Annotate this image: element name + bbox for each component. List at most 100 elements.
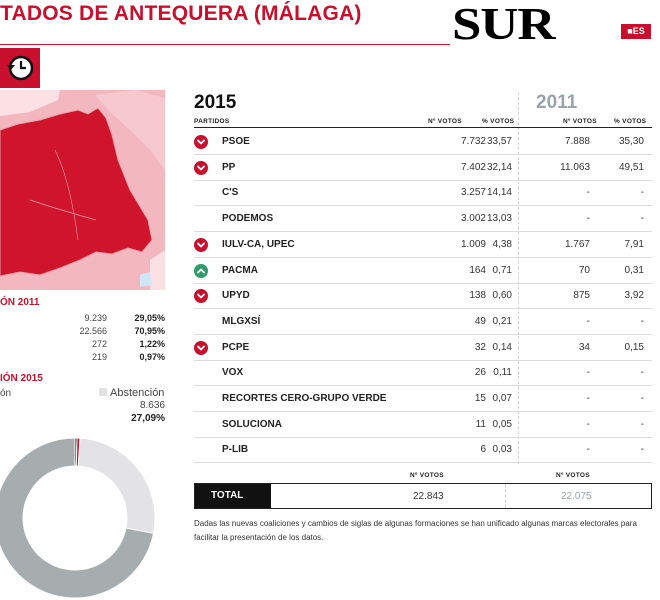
table-row[interactable]: PSOE 7.732 33,57 7.888 35,30 <box>194 129 652 155</box>
votes-2011: 1.767 <box>564 238 590 250</box>
col-header-votes-2011: Nº VOTOS <box>563 118 597 125</box>
header-rule <box>194 127 652 128</box>
votes-2015: 3.002 <box>460 213 486 225</box>
sur-logo[interactable]: SUR <box>452 0 556 49</box>
pct-2011: - <box>640 315 644 327</box>
pct-2011: 3,92 <box>624 290 644 302</box>
party-name: PODEMOS <box>222 213 274 225</box>
total-votes-header-2015: Nº VOTOS <box>410 472 444 479</box>
table-row[interactable]: C'S 3.257 14,14 - - <box>194 180 652 207</box>
legend-abstention: Abstención <box>99 387 164 399</box>
votes-2015: 26 <box>474 367 486 379</box>
stat-pct: 70,95% <box>134 326 165 336</box>
table-row[interactable]: PACMA 164 0,71 70 0,31 <box>194 258 652 284</box>
party-name: SOLUCIONA <box>222 418 282 430</box>
trend-down-icon <box>194 160 208 175</box>
table-row[interactable]: IULV-CA, UPEC 1.009 4,38 1.767 7,91 <box>194 232 652 258</box>
party-name: PCPE <box>222 341 250 353</box>
pct-2011: - <box>640 393 644 404</box>
pct-2015: 33,57 <box>486 136 512 147</box>
abstention-pct: 27,09% <box>131 413 165 424</box>
stat-pct: 0,97% <box>139 352 165 362</box>
abstention-value: 8.636 <box>139 400 165 411</box>
pct-2015: 0,11 <box>493 367 512 379</box>
logo-badge: ■ES <box>621 24 651 39</box>
table-row[interactable]: PP 7.402 32,14 11.063 49,51 <box>194 155 652 181</box>
pct-2011: 0,15 <box>624 341 644 353</box>
trend-down-icon <box>194 340 208 355</box>
pct-2015: 0,07 <box>492 393 512 404</box>
stat-row: 272 1,22% <box>0 339 165 352</box>
stat-row: 22.566 70,95% <box>0 326 165 339</box>
year-2015-heading: 2015 <box>194 92 237 113</box>
table-row[interactable]: MLGXSÍ 49 0,21 - - <box>194 309 652 335</box>
pct-2015: 14,14 <box>486 187 512 199</box>
stat-value: 219 <box>91 352 107 362</box>
party-name: VOX <box>222 367 244 379</box>
table-row[interactable]: VOX 26 0,11 - - <box>194 360 652 387</box>
party-name: MLGXSÍ <box>222 315 261 327</box>
votes-2015: 164 <box>469 264 486 276</box>
pct-2015: 13,03 <box>486 213 512 225</box>
votes-2011: - <box>586 187 590 199</box>
party-name: RECORTES CERO-GRUPO VERDE <box>222 393 387 404</box>
page-title: TADOS DE ANTEQUERA (MÁLAGA) <box>0 2 362 25</box>
votes-2015: 7.402 <box>460 161 486 173</box>
pct-2015: 0,14 <box>492 341 512 353</box>
legend-participation: ón <box>0 388 12 399</box>
votes-2015: 138 <box>469 290 486 302</box>
history-button[interactable] <box>0 48 40 88</box>
trend-down-icon <box>194 289 208 304</box>
trend-down-icon <box>194 237 208 252</box>
table-row[interactable]: P-LIB 6 0,03 - - <box>194 437 652 464</box>
pct-2011: 35,30 <box>618 136 644 147</box>
stat-row: 219 0,97% <box>0 352 165 365</box>
pct-2015: 0,60 <box>492 290 512 302</box>
votes-2015: 7.732 <box>460 136 486 147</box>
total-label: TOTAL <box>195 484 271 508</box>
votes-2011: - <box>586 444 590 456</box>
stat-pct: 1,22% <box>139 339 165 349</box>
votes-2015: 6 <box>480 444 486 456</box>
clock-icon <box>7 55 34 81</box>
total-row: TOTAL 22.843 22.075 <box>194 483 652 509</box>
votes-2011: 7.888 <box>564 136 590 147</box>
votes-2015: 11 <box>475 418 486 430</box>
votes-2011: 34 <box>578 341 590 353</box>
pct-2015: 0,05 <box>492 418 512 430</box>
party-name: PSOE <box>222 136 250 147</box>
table-row[interactable]: PCPE 32 0,14 34 0,15 <box>194 335 652 361</box>
party-name: PP <box>222 161 236 173</box>
legend-swatch <box>99 388 107 396</box>
section-2011-title: ÓN 2011 <box>0 297 40 308</box>
total-votes-header-2011: Nº VOTOS <box>556 472 590 479</box>
stat-row: 9.239 29,05% <box>0 313 165 326</box>
municipality-map <box>0 90 165 290</box>
table-row[interactable]: RECORTES CERO-GRUPO VERDE 15 0,07 - - <box>194 386 652 412</box>
votes-2011: - <box>586 213 590 225</box>
total-votes-2015: 22.843 <box>413 491 444 502</box>
pct-2011: 7,91 <box>624 238 644 250</box>
donut-segment-participation <box>0 437 155 599</box>
stat-value: 22.566 <box>79 326 107 336</box>
votes-2015: 49 <box>474 315 486 327</box>
col-header-party: PARTIDOS <box>194 118 230 125</box>
pct-2011: - <box>640 418 644 430</box>
party-name: IULV-CA, UPEC <box>222 238 295 250</box>
pct-2011: - <box>640 444 644 456</box>
col-header-votes-2015: Nº VOTOS <box>428 118 462 125</box>
col-header-pct-2011: % VOTOS <box>614 118 647 125</box>
pct-2011: - <box>640 213 644 225</box>
pct-2011: 0,31 <box>624 264 644 276</box>
votes-2011: - <box>586 393 590 404</box>
donut-segment-abstention <box>77 437 156 535</box>
table-row[interactable]: PODEMOS 3.002 13,03 - - <box>194 206 652 233</box>
pct-2011: - <box>640 187 644 199</box>
votes-2011: 875 <box>573 290 590 302</box>
year-divider <box>518 92 519 464</box>
year-2011-heading: 2011 <box>536 92 578 113</box>
table-row[interactable]: SOLUCIONA 11 0,05 - - <box>194 412 652 438</box>
party-name: PACMA <box>222 264 258 276</box>
table-row[interactable]: UPYD 138 0,60 875 3,92 <box>194 283 652 310</box>
votes-2015: 1.009 <box>460 238 486 250</box>
